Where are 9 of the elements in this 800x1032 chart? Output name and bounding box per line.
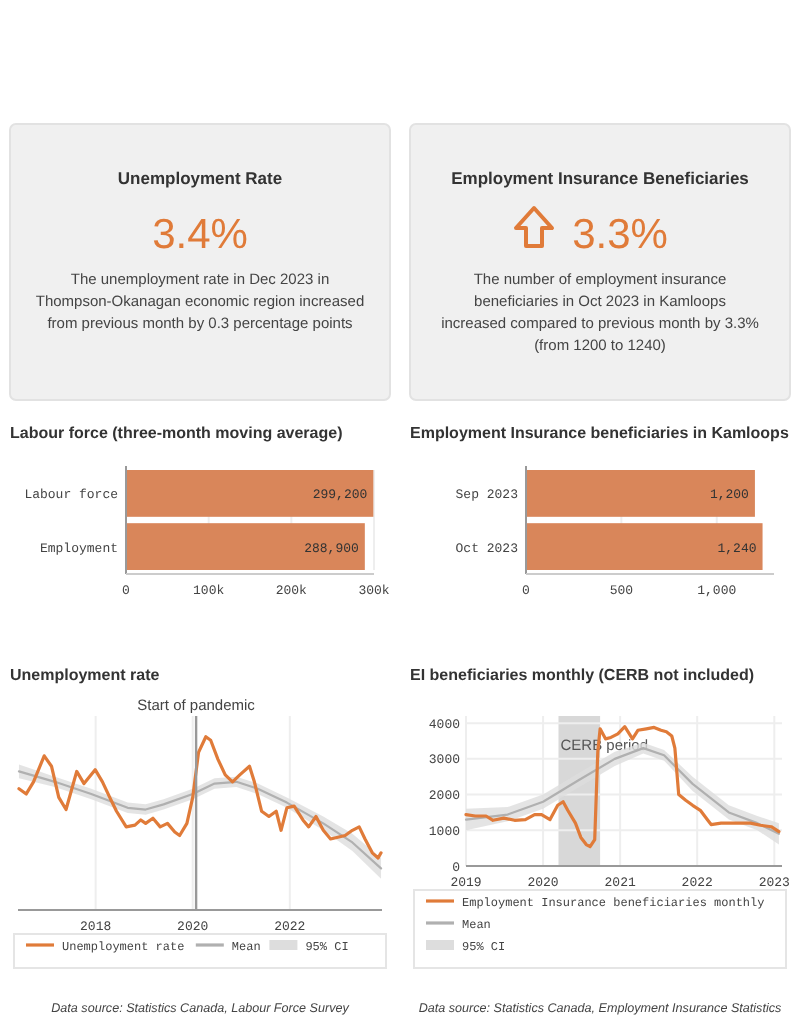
text: 3.4% [152,212,248,258]
chart-title: Employment Insurance beneficiaries in Kamloops [410,424,790,442]
text: Unemployment Rate [117,168,283,188]
line-series [464,725,781,849]
chart-title: Labour force (three-month moving average) [10,424,344,442]
chart-title: Unemployment rate [10,666,161,684]
text: Employment Insurance Beneficiaries [451,168,750,188]
text: 3.3% [572,212,668,258]
chart-title: EI beneficiaries monthly (CERB not included) [410,666,755,684]
